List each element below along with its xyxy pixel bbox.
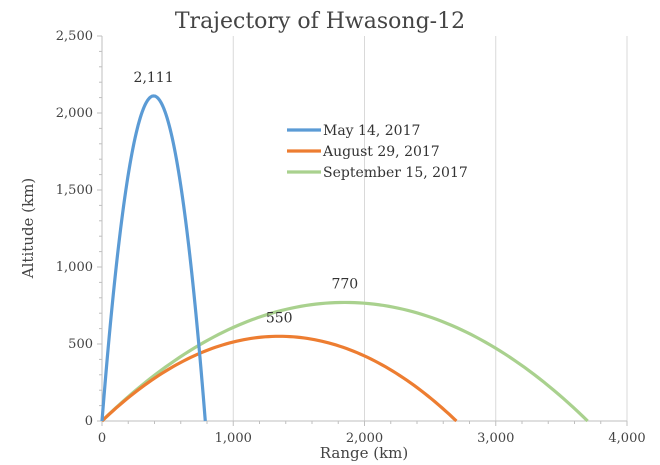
series-line — [100, 300, 589, 423]
grid — [232, 36, 628, 421]
x-axis-title: Range (km) — [320, 444, 409, 462]
series-lines — [100, 94, 589, 423]
series-line — [100, 334, 458, 423]
y-tick-label: 1,500 — [56, 183, 93, 198]
legend-label: August 29, 2017 — [322, 144, 440, 160]
x-tick-label: 0 — [98, 431, 106, 446]
y-tick-label: 2,500 — [56, 29, 93, 44]
peak-data-label: 550 — [266, 310, 293, 326]
axes: 0 500 1,000 1,500 2,000 2,500 0 1,000 2,000 3,000… — [56, 29, 646, 446]
peak-data-label: 770 — [331, 276, 358, 292]
x-tick-label: 4,000 — [608, 431, 645, 446]
y-tick-label: 1,000 — [56, 260, 93, 275]
y-tick-label: 0 — [85, 414, 93, 429]
data-labels: 2,111 550 770 — [134, 70, 359, 326]
peak-data-label: 2,111 — [134, 70, 174, 86]
x-tick-label: 1,000 — [215, 431, 252, 446]
y-axis-title: Altitude (km) — [19, 178, 37, 279]
legend-label: May 14, 2017 — [323, 123, 420, 139]
x-tick-label: 3,000 — [477, 431, 514, 446]
x-tick-label: 2,000 — [346, 431, 383, 446]
y-tick-label: 2,000 — [56, 106, 93, 121]
chart-title: Trajectory of Hwasong-12 — [175, 9, 465, 34]
legend: May 14, 2017 August 29, 2017 September 15,… — [287, 123, 468, 181]
legend-label: September 15, 2017 — [323, 165, 468, 181]
y-tick-label: 500 — [68, 337, 93, 352]
series-line — [100, 94, 207, 422]
